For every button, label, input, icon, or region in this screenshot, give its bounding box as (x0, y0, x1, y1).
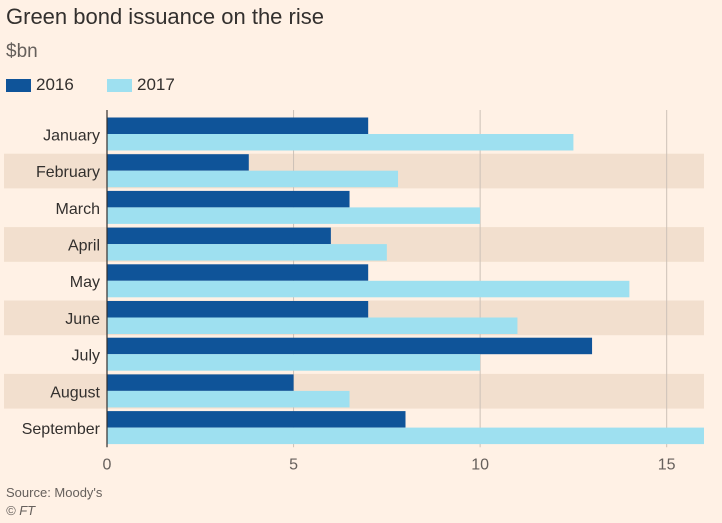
x-tick-label: 5 (289, 456, 298, 473)
x-tick-label: 10 (471, 456, 489, 473)
category-label-april: April (68, 237, 100, 254)
category-label-january: January (43, 127, 100, 144)
copyright-note: © FT (6, 503, 36, 518)
bar-2017-february (107, 170, 399, 188)
chart-subtitle: $bn (6, 41, 38, 62)
bar-2017-may (107, 280, 630, 298)
category-label-march: March (56, 201, 100, 218)
bar-2017-july (107, 354, 481, 371)
x-tick-label: 0 (103, 456, 112, 473)
bar-2016-july (107, 337, 593, 355)
bar-2016-march (107, 190, 350, 208)
bar-2016-january (107, 117, 369, 134)
x-tick-label: 15 (658, 456, 676, 473)
bar-2016-june (107, 301, 369, 318)
bar-2016-april (107, 227, 331, 245)
category-label-july: July (72, 348, 100, 365)
bar-2017-january (107, 134, 574, 151)
source-note: Source: Moody's (6, 485, 103, 500)
legend-label-2017: 2017 (137, 75, 175, 94)
category-label-august: August (50, 384, 100, 401)
category-label-september: September (22, 421, 101, 438)
category-label-june: June (65, 311, 100, 328)
bar-2017-march (107, 207, 481, 224)
legend-swatch-2016 (6, 79, 31, 92)
bar-2017-august (107, 390, 350, 408)
bar-2017-june (107, 317, 518, 334)
bar-2017-april (107, 244, 387, 261)
chart-title: Green bond issuance on the rise (6, 4, 324, 29)
bar-2016-may (107, 264, 369, 281)
category-label-february: February (36, 164, 100, 181)
legend-swatch-2017 (107, 79, 132, 92)
bar-2016-february (107, 154, 249, 171)
bar-2017-september (107, 427, 704, 445)
bar-2016-september (107, 411, 406, 428)
category-label-may: May (70, 274, 100, 291)
bar-2016-august (107, 374, 294, 391)
legend-label-2016: 2016 (36, 75, 74, 94)
